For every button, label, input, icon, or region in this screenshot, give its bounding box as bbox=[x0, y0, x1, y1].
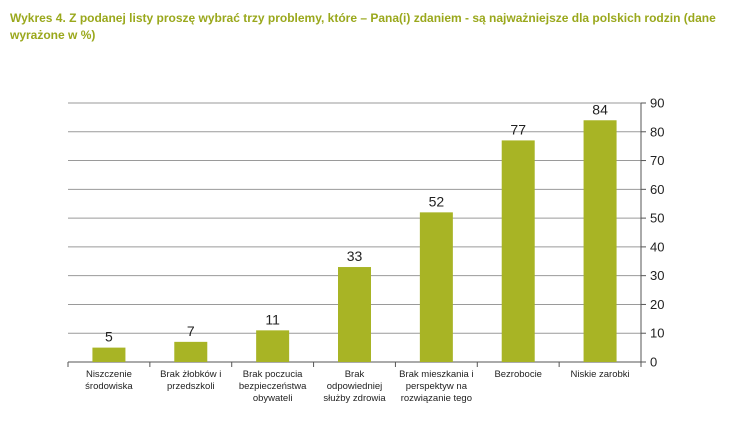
y-tick-label: 70 bbox=[650, 153, 664, 168]
data-label: 84 bbox=[592, 101, 608, 117]
category-label: Niskie zarobki bbox=[571, 369, 630, 380]
category-label: Brak mieszkania i bbox=[399, 369, 473, 380]
y-tick-label: 10 bbox=[650, 326, 664, 341]
category-label: perspektyw na bbox=[406, 381, 468, 392]
category-label: Niszczenie bbox=[86, 369, 132, 380]
category-label: obywateli bbox=[253, 393, 293, 404]
category-label: środowiska bbox=[85, 381, 133, 392]
y-tick-label: 90 bbox=[650, 96, 664, 111]
bars bbox=[92, 120, 617, 363]
data-label: 5 bbox=[105, 329, 113, 345]
y-tick-label: 60 bbox=[650, 182, 664, 197]
bar bbox=[583, 120, 617, 363]
category-label: odpowiedniej bbox=[327, 381, 382, 392]
bar bbox=[501, 140, 535, 362]
y-tick-label: 50 bbox=[650, 211, 664, 226]
data-label: 52 bbox=[429, 193, 445, 209]
bar bbox=[338, 267, 371, 362]
data-label: 7 bbox=[187, 323, 195, 339]
category-label: przedszkoli bbox=[167, 381, 215, 392]
chart-title: Wykres 4. Z podanej listy proszę wybrać … bbox=[10, 11, 716, 42]
bar bbox=[419, 212, 453, 362]
data-labels: 5 7 11 33 52 77 84 bbox=[105, 101, 608, 344]
category-label: Brak żłobków i bbox=[160, 369, 221, 380]
category-label: rozwiązanie tego bbox=[401, 393, 472, 404]
data-label: 11 bbox=[265, 311, 280, 327]
bar bbox=[174, 341, 208, 362]
category-label: służby zdrowia bbox=[323, 393, 386, 404]
category-label: Brak bbox=[345, 369, 365, 380]
category-label: Bezrobocie bbox=[494, 369, 542, 380]
y-tick-label: 30 bbox=[650, 268, 664, 283]
category-label: bezpieczeństwa bbox=[239, 381, 307, 392]
bar bbox=[256, 330, 290, 362]
data-label: 33 bbox=[347, 248, 363, 264]
bar bbox=[92, 347, 126, 362]
y-tick-label: 0 bbox=[650, 355, 657, 370]
data-label: 77 bbox=[510, 121, 526, 137]
y-tick-label: 80 bbox=[650, 124, 664, 139]
y-tick-label: 40 bbox=[650, 239, 664, 254]
gridlines bbox=[68, 102, 641, 363]
category-label: Brak poczucia bbox=[243, 369, 303, 380]
y-tick-label: 20 bbox=[650, 297, 664, 312]
